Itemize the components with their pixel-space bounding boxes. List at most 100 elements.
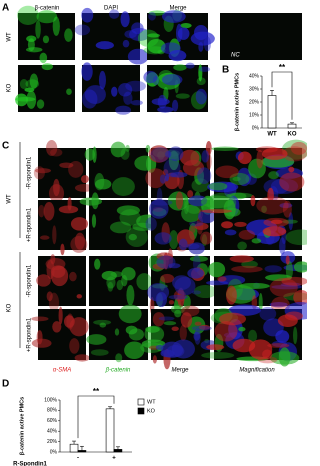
cell (215, 165, 239, 179)
cell (84, 148, 96, 161)
bar (105, 408, 115, 453)
cell (237, 167, 252, 187)
cell (99, 322, 107, 328)
micrographs (15, 5, 307, 370)
y-tick-label: 30% (249, 86, 260, 92)
cell (279, 202, 293, 209)
cell (223, 199, 236, 220)
cell (76, 294, 82, 299)
cell (114, 328, 120, 336)
cell (237, 241, 247, 251)
cell (174, 309, 182, 318)
legend-label: WT (147, 399, 156, 405)
panel-label: C (2, 141, 9, 152)
cell (238, 229, 256, 240)
panel-label: A (2, 3, 9, 14)
cell (284, 311, 304, 321)
y-tick-label: 40% (47, 429, 58, 435)
cell (81, 7, 94, 23)
cell (234, 221, 247, 227)
cell (288, 212, 294, 231)
cell (269, 277, 298, 298)
row-label: +R-spondin1 (27, 317, 33, 352)
cell (223, 332, 235, 338)
cell (285, 261, 293, 280)
cell (81, 62, 93, 81)
cell (58, 205, 79, 214)
cell (173, 64, 187, 71)
cell (155, 344, 164, 350)
cell (69, 338, 80, 354)
cell (51, 265, 69, 287)
cell (161, 10, 186, 23)
cell (290, 141, 307, 155)
cell (53, 178, 60, 197)
cell (179, 324, 187, 341)
cell (194, 222, 209, 231)
cell (74, 24, 91, 36)
cell (84, 85, 106, 104)
group-label: WT (7, 194, 13, 204)
cell (170, 304, 185, 314)
cell (125, 144, 130, 152)
cell (198, 64, 203, 82)
cell (264, 265, 282, 273)
cell (101, 270, 117, 281)
cell (43, 201, 55, 221)
cell (203, 36, 211, 52)
cell (270, 219, 283, 224)
column-label: α-SMA (53, 368, 71, 374)
cell (159, 174, 167, 184)
cell (269, 301, 288, 308)
cell (258, 293, 263, 313)
cell (191, 178, 210, 193)
cell (293, 261, 307, 273)
cell (206, 344, 225, 351)
cell (36, 10, 58, 24)
cell (218, 275, 246, 285)
cell (269, 351, 300, 365)
cell (198, 324, 211, 330)
cell (261, 205, 267, 213)
cell (171, 99, 179, 112)
cell (148, 145, 170, 163)
cell (293, 290, 307, 305)
cell (180, 312, 193, 328)
cell (282, 146, 307, 162)
cell (157, 106, 174, 113)
cell (86, 334, 107, 345)
cell (208, 182, 228, 191)
cell (217, 276, 227, 282)
cell (224, 229, 237, 236)
cell (191, 325, 212, 331)
cell (160, 349, 175, 358)
cell (191, 290, 202, 295)
figure: A β-catenin DAPI Merge WT KO NC B C WT K… (2, 3, 307, 466)
cell (110, 141, 126, 158)
cell (261, 147, 288, 160)
cell (69, 271, 77, 282)
cell (121, 275, 128, 287)
cell (42, 35, 50, 44)
cell (130, 100, 143, 106)
cell (167, 248, 174, 269)
cell (163, 321, 177, 326)
cell (31, 338, 52, 348)
cell (187, 267, 204, 279)
cell (268, 171, 279, 180)
micrograph (220, 13, 302, 60)
cell (175, 191, 184, 210)
cell (118, 304, 142, 324)
cell (221, 221, 233, 229)
cell (29, 73, 39, 89)
cell (111, 177, 135, 196)
cell (170, 171, 188, 178)
column-label: β-catenin (35, 6, 60, 12)
cell (60, 243, 65, 256)
cell (256, 196, 289, 215)
cell (168, 300, 175, 305)
cell (237, 151, 252, 165)
column-label: Merge (171, 368, 189, 374)
panel-label: B (222, 65, 229, 76)
cell (180, 22, 192, 29)
